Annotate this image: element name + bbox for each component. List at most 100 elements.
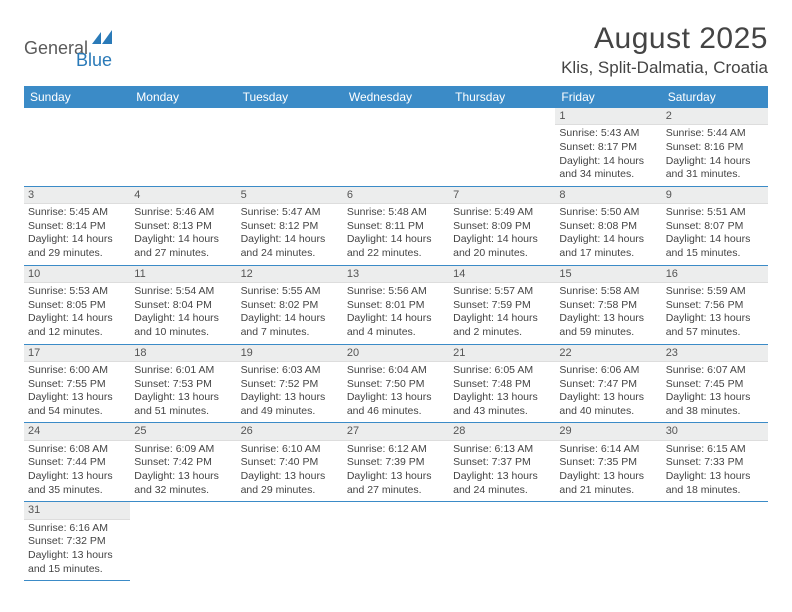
day-number: 7 (449, 187, 555, 204)
calendar-day-cell: 16Sunrise: 5:59 AMSunset: 7:56 PMDayligh… (662, 265, 768, 344)
calendar-day-cell: 22Sunrise: 6:06 AMSunset: 7:47 PMDayligh… (555, 344, 661, 423)
day-details: Sunrise: 5:48 AMSunset: 8:11 PMDaylight:… (343, 204, 449, 265)
day-details: Sunrise: 6:10 AMSunset: 7:40 PMDaylight:… (237, 441, 343, 502)
calendar-header-row: SundayMondayTuesdayWednesdayThursdayFrid… (24, 86, 768, 108)
daylight-text: Daylight: 14 hours and 34 minutes. (559, 155, 657, 182)
day-details: Sunrise: 5:47 AMSunset: 8:12 PMDaylight:… (237, 204, 343, 265)
day-number: 3 (24, 187, 130, 204)
day-details: Sunrise: 5:44 AMSunset: 8:16 PMDaylight:… (662, 125, 768, 186)
day-number: 20 (343, 345, 449, 362)
sunrise-text: Sunrise: 6:06 AM (559, 364, 657, 378)
calendar-day-cell: 29Sunrise: 6:14 AMSunset: 7:35 PMDayligh… (555, 423, 661, 502)
calendar-empty-cell (343, 108, 449, 186)
day-details: Sunrise: 6:13 AMSunset: 7:37 PMDaylight:… (449, 441, 555, 502)
calendar-week-row: 31Sunrise: 6:16 AMSunset: 7:32 PMDayligh… (24, 502, 768, 581)
calendar-day-cell: 23Sunrise: 6:07 AMSunset: 7:45 PMDayligh… (662, 344, 768, 423)
day-number: 8 (555, 187, 661, 204)
day-number: 6 (343, 187, 449, 204)
daylight-text: Daylight: 13 hours and 59 minutes. (559, 312, 657, 339)
day-details: Sunrise: 5:55 AMSunset: 8:02 PMDaylight:… (237, 283, 343, 344)
calendar-empty-cell (130, 502, 236, 581)
daylight-text: Daylight: 13 hours and 46 minutes. (347, 391, 445, 418)
daylight-text: Daylight: 14 hours and 10 minutes. (134, 312, 232, 339)
sunrise-text: Sunrise: 5:49 AM (453, 206, 551, 220)
day-details: Sunrise: 5:43 AMSunset: 8:17 PMDaylight:… (555, 125, 661, 186)
sunset-text: Sunset: 8:05 PM (28, 299, 126, 313)
sunrise-text: Sunrise: 5:55 AM (241, 285, 339, 299)
daylight-text: Daylight: 13 hours and 24 minutes. (453, 470, 551, 497)
sunset-text: Sunset: 7:40 PM (241, 456, 339, 470)
sunset-text: Sunset: 8:12 PM (241, 220, 339, 234)
calendar-day-cell: 6Sunrise: 5:48 AMSunset: 8:11 PMDaylight… (343, 186, 449, 265)
day-number: 4 (130, 187, 236, 204)
daylight-text: Daylight: 13 hours and 38 minutes. (666, 391, 764, 418)
daylight-text: Daylight: 14 hours and 31 minutes. (666, 155, 764, 182)
sunrise-text: Sunrise: 6:12 AM (347, 443, 445, 457)
day-details: Sunrise: 5:45 AMSunset: 8:14 PMDaylight:… (24, 204, 130, 265)
calendar-empty-cell (555, 502, 661, 581)
sunrise-text: Sunrise: 5:44 AM (666, 127, 764, 141)
day-details: Sunrise: 6:03 AMSunset: 7:52 PMDaylight:… (237, 362, 343, 423)
daylight-text: Daylight: 13 hours and 54 minutes. (28, 391, 126, 418)
sunset-text: Sunset: 8:02 PM (241, 299, 339, 313)
day-details: Sunrise: 6:09 AMSunset: 7:42 PMDaylight:… (130, 441, 236, 502)
sunrise-text: Sunrise: 6:00 AM (28, 364, 126, 378)
calendar-table: SundayMondayTuesdayWednesdayThursdayFrid… (24, 86, 768, 581)
calendar-day-cell: 2Sunrise: 5:44 AMSunset: 8:16 PMDaylight… (662, 108, 768, 186)
sunset-text: Sunset: 8:13 PM (134, 220, 232, 234)
calendar-day-cell: 21Sunrise: 6:05 AMSunset: 7:48 PMDayligh… (449, 344, 555, 423)
sunset-text: Sunset: 7:33 PM (666, 456, 764, 470)
day-details: Sunrise: 5:54 AMSunset: 8:04 PMDaylight:… (130, 283, 236, 344)
daylight-text: Daylight: 13 hours and 57 minutes. (666, 312, 764, 339)
sunset-text: Sunset: 7:47 PM (559, 378, 657, 392)
calendar-day-cell: 26Sunrise: 6:10 AMSunset: 7:40 PMDayligh… (237, 423, 343, 502)
sunset-text: Sunset: 7:55 PM (28, 378, 126, 392)
daylight-text: Daylight: 14 hours and 24 minutes. (241, 233, 339, 260)
day-details: Sunrise: 6:05 AMSunset: 7:48 PMDaylight:… (449, 362, 555, 423)
page-header: GeneralBlue August 2025 Klis, Split-Dalm… (24, 22, 768, 78)
sunset-text: Sunset: 7:37 PM (453, 456, 551, 470)
day-number: 16 (662, 266, 768, 283)
calendar-day-cell: 31Sunrise: 6:16 AMSunset: 7:32 PMDayligh… (24, 502, 130, 581)
sunrise-text: Sunrise: 6:10 AM (241, 443, 339, 457)
day-number: 15 (555, 266, 661, 283)
calendar-day-cell: 28Sunrise: 6:13 AMSunset: 7:37 PMDayligh… (449, 423, 555, 502)
sunset-text: Sunset: 7:39 PM (347, 456, 445, 470)
logo: GeneralBlue (24, 22, 112, 59)
sunset-text: Sunset: 8:04 PM (134, 299, 232, 313)
sunrise-text: Sunrise: 6:03 AM (241, 364, 339, 378)
sunset-text: Sunset: 7:35 PM (559, 456, 657, 470)
sunset-text: Sunset: 7:52 PM (241, 378, 339, 392)
day-number: 18 (130, 345, 236, 362)
daylight-text: Daylight: 13 hours and 51 minutes. (134, 391, 232, 418)
sunrise-text: Sunrise: 6:08 AM (28, 443, 126, 457)
day-number: 9 (662, 187, 768, 204)
sunset-text: Sunset: 7:56 PM (666, 299, 764, 313)
daylight-text: Daylight: 13 hours and 21 minutes. (559, 470, 657, 497)
day-number: 10 (24, 266, 130, 283)
weekday-header: Saturday (662, 86, 768, 108)
calendar-day-cell: 10Sunrise: 5:53 AMSunset: 8:05 PMDayligh… (24, 265, 130, 344)
day-details: Sunrise: 5:59 AMSunset: 7:56 PMDaylight:… (662, 283, 768, 344)
daylight-text: Daylight: 13 hours and 43 minutes. (453, 391, 551, 418)
calendar-empty-cell (237, 502, 343, 581)
sunrise-text: Sunrise: 6:05 AM (453, 364, 551, 378)
day-number: 28 (449, 423, 555, 440)
day-number: 23 (662, 345, 768, 362)
sunset-text: Sunset: 7:32 PM (28, 535, 126, 549)
day-number: 27 (343, 423, 449, 440)
day-number: 22 (555, 345, 661, 362)
day-details: Sunrise: 6:15 AMSunset: 7:33 PMDaylight:… (662, 441, 768, 502)
daylight-text: Daylight: 14 hours and 22 minutes. (347, 233, 445, 260)
sunrise-text: Sunrise: 5:48 AM (347, 206, 445, 220)
location-text: Klis, Split-Dalmatia, Croatia (561, 58, 768, 78)
weekday-header: Monday (130, 86, 236, 108)
day-details: Sunrise: 5:57 AMSunset: 7:59 PMDaylight:… (449, 283, 555, 344)
day-details: Sunrise: 5:46 AMSunset: 8:13 PMDaylight:… (130, 204, 236, 265)
daylight-text: Daylight: 14 hours and 29 minutes. (28, 233, 126, 260)
sunrise-text: Sunrise: 5:50 AM (559, 206, 657, 220)
calendar-day-cell: 27Sunrise: 6:12 AMSunset: 7:39 PMDayligh… (343, 423, 449, 502)
sunrise-text: Sunrise: 6:09 AM (134, 443, 232, 457)
sunrise-text: Sunrise: 5:51 AM (666, 206, 764, 220)
calendar-empty-cell (662, 502, 768, 581)
